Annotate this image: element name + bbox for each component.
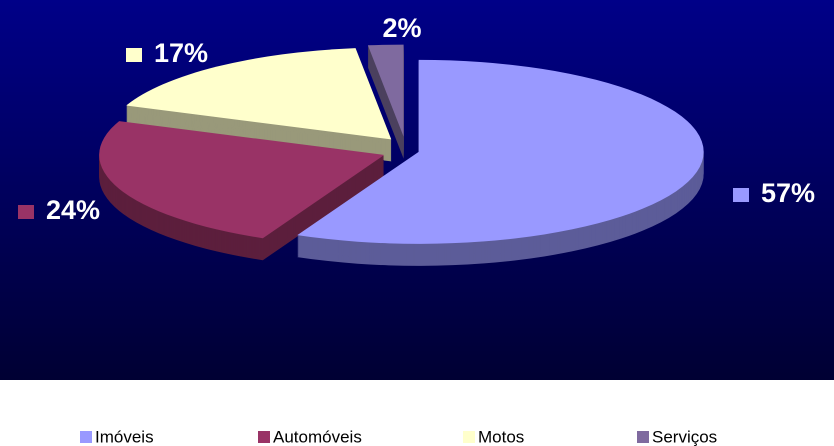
- value-label: 24%: [46, 195, 100, 225]
- value-label: 57%: [761, 178, 815, 208]
- legend-swatch: [258, 431, 270, 443]
- value-label: 17%: [154, 38, 208, 68]
- value-label: 2%: [382, 13, 421, 43]
- legend-label: Imóveis: [95, 427, 154, 446]
- label-key: [733, 188, 749, 202]
- legend-swatch: [463, 431, 475, 443]
- slice: [297, 59, 704, 244]
- slice: [367, 44, 404, 137]
- legend-label: Motos: [478, 427, 524, 446]
- slice: [126, 48, 392, 140]
- label-key: [126, 48, 142, 62]
- legend-box: [0, 380, 834, 446]
- slice: [99, 121, 385, 239]
- legend-label: Automóveis: [273, 427, 362, 446]
- label-key: [18, 205, 34, 219]
- legend-label: Serviços: [652, 427, 717, 446]
- legend-swatch: [80, 431, 92, 443]
- legend-swatch: [637, 431, 649, 443]
